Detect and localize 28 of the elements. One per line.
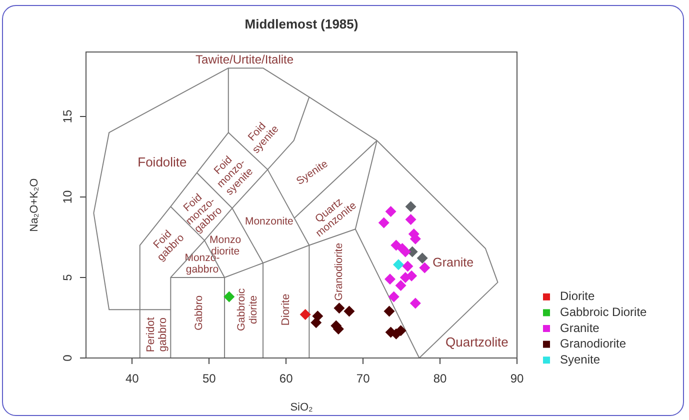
x-axis-title: SiO₂ [290,401,313,414]
annotation: Gabbro [193,295,206,330]
legend-label: Syenite [560,352,600,366]
y-tick-label: 5 [60,274,75,281]
annotation: Quartzolite [446,334,508,350]
legend-label: Granite [560,320,600,335]
y-axis-title: Na₂O+K₂O [28,178,41,232]
annotation: Monzonite [244,216,294,228]
legend-label: Granodiorite [560,336,626,351]
x-tick-label: 40 [126,372,140,386]
annotation: Granodiorite [333,242,346,301]
legend-label: Gabbroic Diorite [560,305,648,320]
annotation: Peridot gabbro [144,317,169,352]
y-tick-label: 15 [60,109,75,124]
x-tick-label: 90 [510,372,524,386]
y-tick-label: 10 [60,190,75,204]
y-tick-label: 0 [60,354,75,362]
x-tick-label: 70 [356,372,370,386]
x-tick-label: 80 [433,372,448,386]
annotation: Tawite/Urtite/Italite [196,52,294,66]
x-tick-label: 50 [202,372,216,386]
annotation: Diorite [280,294,292,326]
annotation: Foidolite [138,154,187,170]
annotation: Gabbroic diorite [236,288,260,331]
legend-label: Diorite [560,289,595,304]
x-tick-label: 60 [279,372,294,386]
chart-title: Middlemost (1985) [244,16,358,32]
annotation: Granite [432,255,474,270]
